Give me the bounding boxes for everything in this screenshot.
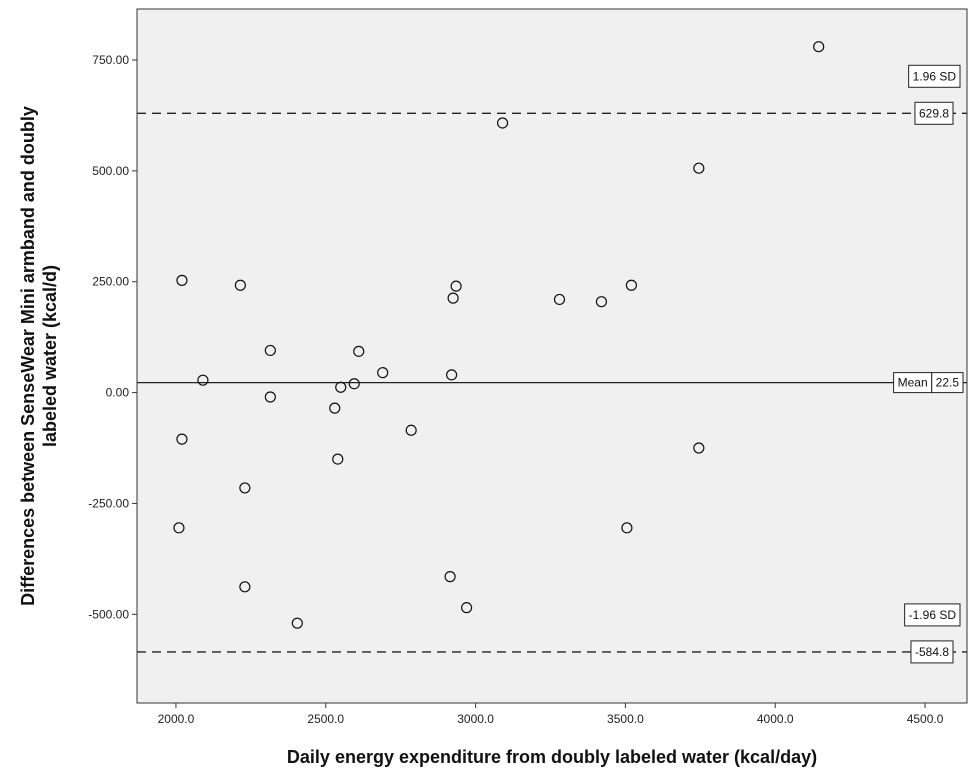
data-point [291, 617, 303, 629]
data-point [377, 367, 389, 379]
y-tick-label: 0.00 [106, 386, 130, 400]
data-point [234, 279, 246, 291]
data-point [496, 117, 509, 129]
data-point [450, 280, 462, 292]
data-point [335, 381, 347, 393]
data-point [693, 442, 705, 454]
y-axis-title-line1: Differences between SenseWear Mini armba… [18, 106, 38, 606]
y-tick-label: 250.00 [92, 275, 129, 289]
data-points [173, 41, 825, 629]
data-point [173, 522, 185, 534]
y-tick-label: -250.00 [88, 496, 129, 510]
reference-value-label: 629.8 [919, 106, 949, 120]
x-tick-label: 2000.0 [158, 712, 195, 726]
data-point [332, 453, 344, 465]
data-point [595, 296, 608, 308]
data-point [693, 162, 705, 174]
x-axis: 2000.0 2500.0 3000.0 3500.0 4000.0 4500.0 [158, 703, 944, 726]
y-tick-label: 500.00 [92, 164, 129, 178]
data-point [197, 374, 209, 386]
x-tick-label: 2500.0 [307, 712, 344, 726]
reference-name-label: 1.96 SD [913, 69, 957, 83]
y-axis: 750.00 500.00 250.00 0.00 -250.00 -500.00 [88, 53, 137, 621]
data-point [621, 522, 633, 534]
x-tick-label: 3000.0 [457, 712, 494, 726]
y-tick-label: -500.00 [88, 607, 129, 621]
reference-name-label-box [908, 64, 961, 88]
x-tick-label: 3500.0 [607, 712, 644, 726]
reference-value-label-box [914, 101, 954, 125]
y-axis-title: Differences between SenseWear Mini armba… [18, 106, 60, 606]
reference-name-label: Mean [898, 376, 928, 390]
reference-name-label: -1.96 SD [909, 608, 957, 622]
data-point [239, 482, 251, 494]
data-point [447, 292, 459, 304]
x-axis-title: Daily energy expenditure from doubly lab… [287, 747, 817, 767]
plot-background [136, 8, 968, 704]
data-point [176, 433, 188, 445]
data-point [329, 402, 341, 414]
data-point [625, 279, 638, 291]
y-tick-label: 750.00 [92, 53, 129, 67]
data-point [348, 378, 360, 390]
data-point [813, 41, 825, 53]
data-point [553, 293, 566, 306]
data-point [264, 344, 276, 357]
reference-name-label-box [904, 603, 961, 627]
data-point [444, 571, 456, 583]
data-point [461, 602, 473, 614]
reference-name-label-box [893, 372, 933, 394]
data-point [405, 424, 417, 436]
x-tick-label: 4000.0 [757, 712, 794, 726]
data-point [239, 581, 251, 593]
data-point [446, 369, 458, 381]
data-point [176, 274, 188, 286]
y-axis-title-line2: labeled water (kcal/d) [40, 265, 60, 447]
reference-lines [137, 112, 967, 653]
data-point [264, 391, 276, 403]
reference-value-label: -584.8 [915, 645, 949, 659]
reference-value-label-box [910, 640, 954, 664]
reference-value-label: 22.5 [936, 376, 960, 390]
x-tick-label: 4500.0 [907, 712, 944, 726]
data-point [353, 345, 365, 357]
annotations: 1.96 SD 629.8 22.5 Mean -1.96 SD -584.8 [893, 64, 964, 664]
